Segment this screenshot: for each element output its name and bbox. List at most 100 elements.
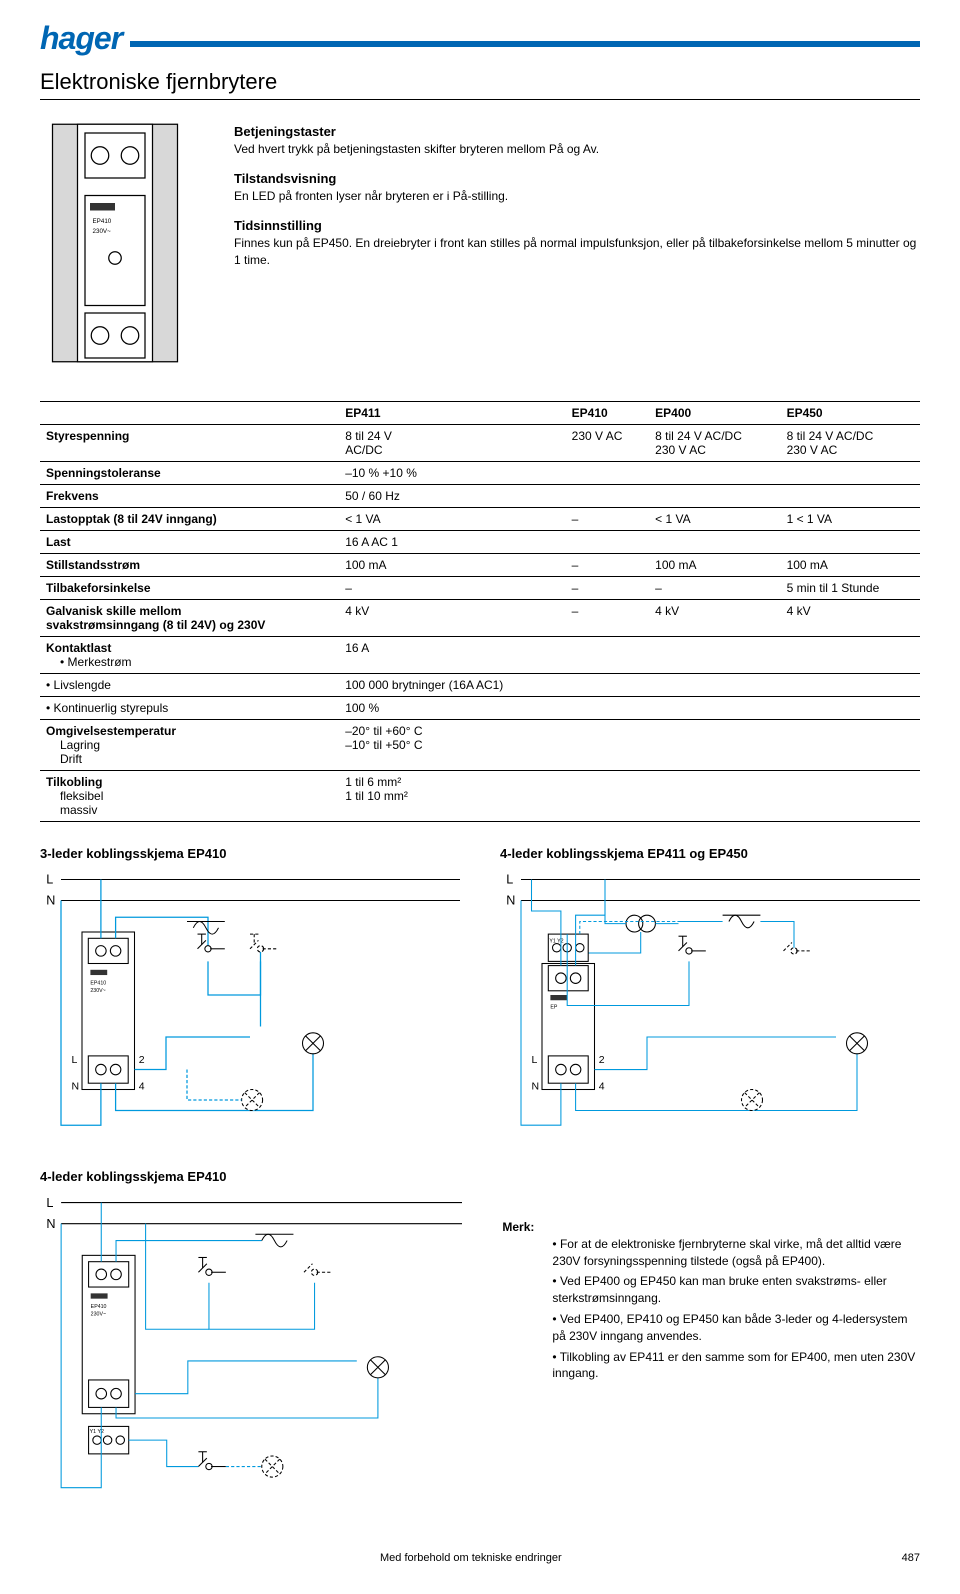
cell bbox=[781, 720, 920, 771]
row-label: • Livslengde bbox=[40, 674, 339, 697]
cell: – bbox=[566, 600, 649, 637]
cell bbox=[649, 462, 780, 485]
svg-text:EP410: EP410 bbox=[91, 1304, 107, 1310]
page-title: Elektroniske fjernbrytere bbox=[40, 69, 920, 95]
row-label: • Kontinuerlig styrepuls bbox=[40, 697, 339, 720]
cell bbox=[781, 637, 920, 674]
row-label: Galvanisk skille mellomsvakstrømsinngang… bbox=[40, 600, 339, 637]
col-ep400: EP400 bbox=[649, 402, 780, 425]
note-item: Tilkobling av EP411 er den samme som for… bbox=[552, 1349, 920, 1383]
cell: –10 % +10 % bbox=[339, 462, 565, 485]
svg-text:N: N bbox=[532, 1081, 540, 1093]
row-label: Frekvens bbox=[40, 485, 339, 508]
svg-text:L: L bbox=[46, 1196, 53, 1210]
svg-text:EP410: EP410 bbox=[90, 981, 106, 987]
wiring1-diagram: L N EP410 230V~ L2 N4 bbox=[40, 869, 460, 1142]
cell bbox=[781, 771, 920, 822]
wiring2-title: 4-leder koblingsskjema EP411 og EP450 bbox=[500, 846, 920, 861]
svg-text:L: L bbox=[532, 1054, 538, 1066]
svg-text:EP: EP bbox=[550, 1005, 558, 1011]
page-footer: Med forbehold om tekniske endringer 487 bbox=[40, 1552, 920, 1564]
cell bbox=[649, 531, 780, 554]
note-item: For at de elektroniske fjernbryterne ska… bbox=[552, 1236, 920, 1270]
svg-text:N: N bbox=[46, 894, 55, 908]
footer-page-number: 487 bbox=[902, 1552, 920, 1564]
cell bbox=[781, 531, 920, 554]
row-label: Spenningstoleranse bbox=[40, 462, 339, 485]
wiring1-title: 3-leder koblingsskjema EP410 bbox=[40, 846, 460, 861]
cell bbox=[649, 485, 780, 508]
note-block: Merk: For at de elektroniske fjernbryter… bbox=[502, 1169, 920, 1512]
cell: 100 000 brytninger (16A AC1) bbox=[339, 674, 565, 697]
cell: 100 mA bbox=[781, 554, 920, 577]
row-label: Lastopptak (8 til 24V inngang) bbox=[40, 508, 339, 531]
cell: 8 til 24 VAC/DC bbox=[339, 425, 565, 462]
cell bbox=[566, 531, 649, 554]
cell bbox=[649, 674, 780, 697]
row-label: Last bbox=[40, 531, 339, 554]
note-item: Ved EP400, EP410 og EP450 kan både 3-led… bbox=[552, 1311, 920, 1345]
note-label: Merk: bbox=[502, 1219, 548, 1236]
cell: 230 V AC bbox=[566, 425, 649, 462]
row-label: Kontaktlast• Merkestrøm bbox=[40, 637, 339, 674]
svg-text:Y1 Y2: Y1 Y2 bbox=[90, 1429, 104, 1435]
svg-text:230V~: 230V~ bbox=[93, 228, 112, 235]
wiring2-diagram: L N Y1 Y2 EP bbox=[500, 869, 920, 1142]
intro-p2: En LED på fronten lyser når bryteren er … bbox=[234, 188, 920, 204]
cell: 50 / 60 Hz bbox=[339, 485, 565, 508]
cell bbox=[649, 697, 780, 720]
intro-h3: Tidsinnstilling bbox=[234, 218, 920, 233]
title-underline bbox=[40, 99, 920, 100]
intro-p1: Ved hvert trykk på betjeningstasten skif… bbox=[234, 141, 920, 157]
cell: – bbox=[339, 577, 565, 600]
col-ep411: EP411 bbox=[339, 402, 565, 425]
cell bbox=[566, 637, 649, 674]
footer-left: Med forbehold om tekniske endringer bbox=[380, 1552, 562, 1564]
brand-bar bbox=[130, 41, 920, 47]
header-row: hager bbox=[40, 20, 920, 57]
cell: 1 til 6 mm²1 til 10 mm² bbox=[339, 771, 565, 822]
cell: 8 til 24 V AC/DC230 V AC bbox=[781, 425, 920, 462]
cell bbox=[566, 674, 649, 697]
svg-text:N: N bbox=[72, 1081, 80, 1093]
svg-text:2: 2 bbox=[599, 1054, 605, 1066]
cell: – bbox=[566, 554, 649, 577]
row-label: Tilkoblingfleksibelmassiv bbox=[40, 771, 339, 822]
col-ep450: EP450 bbox=[781, 402, 920, 425]
svg-text:L: L bbox=[72, 1054, 78, 1066]
cell: 1 < 1 VA bbox=[781, 508, 920, 531]
cell: 100 % bbox=[339, 697, 565, 720]
cell bbox=[781, 485, 920, 508]
svg-text:2: 2 bbox=[139, 1054, 145, 1066]
svg-text:L: L bbox=[46, 873, 53, 887]
svg-text:230V~: 230V~ bbox=[91, 1312, 106, 1318]
intro-h2: Tilstandsvisning bbox=[234, 171, 920, 186]
cell bbox=[566, 720, 649, 771]
cell: – bbox=[649, 577, 780, 600]
cell: 100 mA bbox=[649, 554, 780, 577]
cell bbox=[781, 697, 920, 720]
cell bbox=[566, 771, 649, 822]
svg-text:4: 4 bbox=[599, 1081, 605, 1093]
svg-text:EP410: EP410 bbox=[93, 218, 112, 225]
device-drawing: EP410 230V~ bbox=[40, 118, 210, 371]
cell: 8 til 24 V AC/DC230 V AC bbox=[649, 425, 780, 462]
intro-text: Betjeningstaster Ved hvert trykk på betj… bbox=[234, 118, 920, 371]
cell: 5 min til 1 Stunde bbox=[781, 577, 920, 600]
spec-table: EP411 EP410 EP400 EP450 Styrespenning8 t… bbox=[40, 401, 920, 822]
cell bbox=[649, 637, 780, 674]
cell: – bbox=[566, 577, 649, 600]
cell: 4 kV bbox=[339, 600, 565, 637]
cell bbox=[649, 720, 780, 771]
cell: 4 kV bbox=[781, 600, 920, 637]
cell: –20° til +60° C–10° til +50° C bbox=[339, 720, 565, 771]
note-item: Ved EP400 og EP450 kan man bruke enten s… bbox=[552, 1273, 920, 1307]
cell: – bbox=[566, 508, 649, 531]
row-label: Stillstandsstrøm bbox=[40, 554, 339, 577]
svg-text:L: L bbox=[506, 873, 513, 887]
cell: 4 kV bbox=[649, 600, 780, 637]
cell: 16 A bbox=[339, 637, 565, 674]
cell bbox=[649, 771, 780, 822]
svg-text:Y1 Y2: Y1 Y2 bbox=[549, 939, 563, 945]
row-label: OmgivelsestemperaturLagringDrift bbox=[40, 720, 339, 771]
